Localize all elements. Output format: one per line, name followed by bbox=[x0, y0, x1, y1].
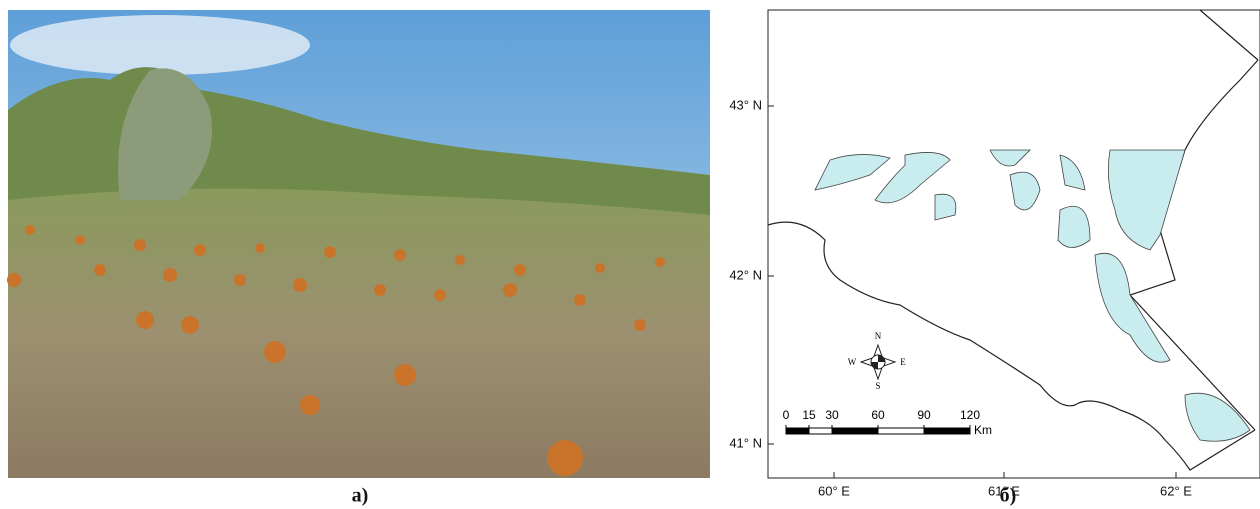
photo bbox=[7, 10, 710, 478]
compass-e: E bbox=[900, 357, 906, 367]
scale-segment bbox=[924, 428, 970, 434]
scale-label: 30 bbox=[825, 408, 839, 422]
panel-label: б) bbox=[1000, 485, 1017, 507]
lon-label: 60° E bbox=[818, 483, 850, 498]
scale-segment bbox=[878, 428, 924, 434]
scale-segment bbox=[832, 428, 878, 434]
map: 43° N 42° N 41° N 60° E 61° E 62° E N S … bbox=[729, 10, 1260, 498]
panel-label: а) bbox=[352, 485, 369, 507]
compass-w: W bbox=[848, 357, 857, 367]
lat-label: 43° N bbox=[729, 97, 762, 112]
lat-label: 42° N bbox=[729, 267, 762, 282]
lat-label: 41° N bbox=[729, 435, 762, 450]
scale-segment bbox=[809, 428, 832, 434]
scale-label: 120 bbox=[960, 408, 980, 422]
scale-segment bbox=[786, 428, 809, 434]
lon-label: 62° E bbox=[1160, 483, 1192, 498]
scale-label: 15 bbox=[802, 408, 816, 422]
scale-unit: Km bbox=[974, 423, 992, 437]
compass-n: N bbox=[875, 331, 882, 341]
compass-s: S bbox=[875, 381, 880, 391]
scale-label: 60 bbox=[871, 408, 885, 422]
figure: 43° N 42° N 41° N 60° E 61° E 62° E N S … bbox=[0, 0, 1260, 509]
scale-label: 90 bbox=[917, 408, 931, 422]
scale-label: 0 bbox=[783, 408, 790, 422]
